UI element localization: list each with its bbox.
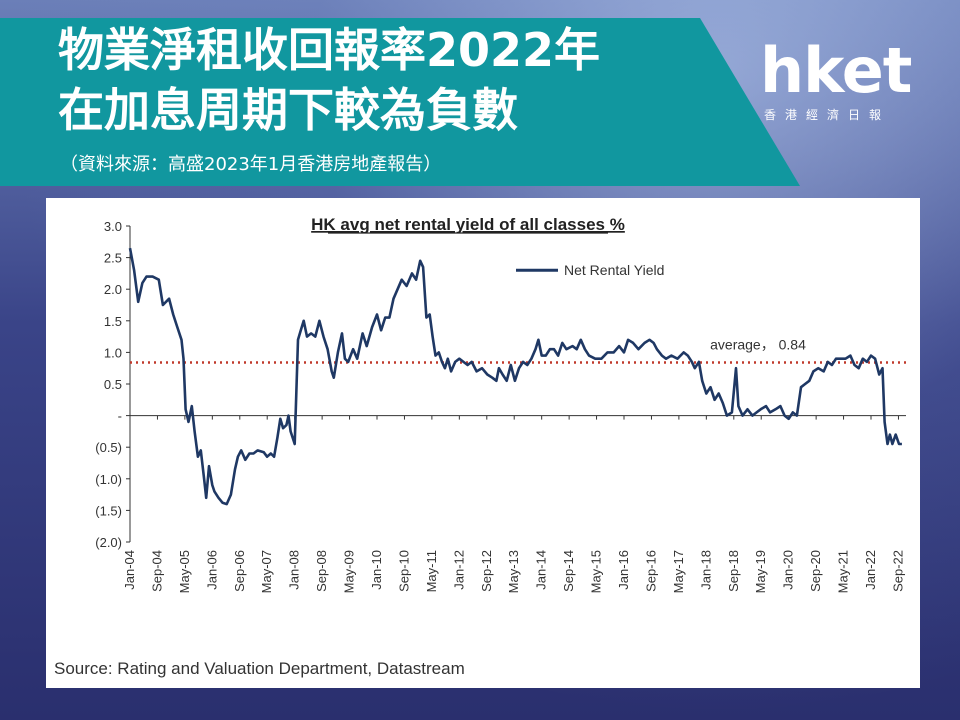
x-tick-label-20: May-17 [671,550,686,593]
y-tick-label-8: (1.0) [95,472,122,487]
title-banner [0,18,800,186]
y-tick-label-10: (2.0) [95,535,122,550]
x-tick-label-9: Jan-10 [369,550,384,590]
x-tick-label-25: Sep-20 [808,550,823,592]
x-tick-label-26: May-21 [836,550,851,593]
x-tick-label-3: Jan-06 [204,550,219,590]
x-tick-label-1: Sep-04 [149,550,164,592]
source-note-cn: （資料來源：高盛2023年1月香港房地產報告） [60,154,442,175]
y-tick-label-2: 2.0 [104,282,122,297]
x-tick-label-8: May-09 [342,550,357,593]
y-tick-label-3: 1.5 [104,314,122,329]
x-tick-label-14: May-13 [506,550,521,593]
y-tick-label-1: 2.5 [104,251,122,266]
y-tick-label-6: - [118,409,122,424]
x-tick-label-19: Sep-16 [643,550,658,592]
y-tick-label-7: (0.5) [95,440,122,455]
x-tick-label-17: May-15 [589,550,604,593]
chart-title: HK avg net rental yield of all classes % [311,215,625,234]
average-label: average， 0.84 [710,337,806,353]
x-tick-label-28: Sep-22 [890,550,905,592]
chart-source: Source: Rating and Valuation Department,… [54,659,465,678]
y-tick-label-0: 3.0 [104,219,122,234]
x-tick-label-15: Jan-14 [534,550,549,590]
x-tick-label-24: Jan-20 [781,550,796,590]
logo-subtitle: 香港經濟日報 [764,108,891,122]
y-tick-label-5: 0.5 [104,377,122,392]
x-tick-label-6: Jan-08 [287,550,302,590]
x-tick-label-22: Sep-18 [726,550,741,592]
x-tick-label-4: Sep-06 [232,550,247,592]
logo-word: hket [760,34,912,107]
series-line-0 [128,247,902,506]
x-tick-label-18: Jan-16 [616,550,631,590]
x-tick-label-11: May-11 [424,550,439,592]
x-tick-label-2: May-05 [177,550,192,593]
x-tick-label-21: Jan-18 [698,550,713,590]
chart-panel: HK avg net rental yield of all classes %… [46,198,920,688]
x-tick-label-0: Jan-04 [122,550,137,590]
yield-chart: HK avg net rental yield of all classes %… [95,215,906,593]
x-tick-label-27: Jan-22 [863,550,878,590]
x-tick-label-7: Sep-08 [314,550,329,592]
x-tick-label-12: Jan-12 [451,550,466,590]
x-tick-label-16: Sep-14 [561,550,576,592]
x-tick-label-10: Sep-10 [396,550,411,592]
x-tick-label-5: May-07 [259,550,274,593]
x-tick-label-13: Sep-12 [479,550,494,592]
legend-label: Net Rental Yield [564,262,664,278]
x-tick-label-23: May-19 [753,550,768,593]
y-tick-label-9: (1.5) [95,503,122,518]
y-tick-label-4: 1.0 [104,345,122,360]
page-title-line1: 物業淨租收回報率2022年 [58,23,601,77]
page-title-line2: 在加息周期下較為負數 [58,83,518,137]
hket-logo: hket 香港經濟日報 [760,40,930,130]
